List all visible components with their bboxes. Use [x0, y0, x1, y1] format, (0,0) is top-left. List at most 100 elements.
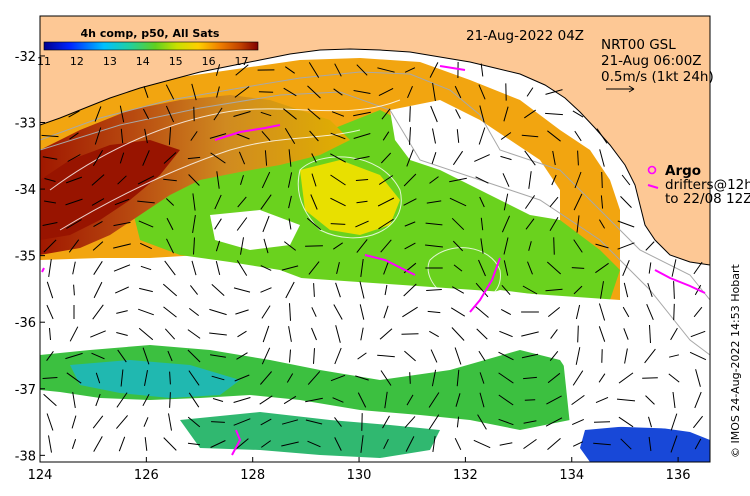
current-vector	[137, 200, 155, 204]
current-vector	[143, 417, 149, 427]
current-vector	[288, 149, 292, 167]
current-vector	[330, 174, 346, 186]
current-vector	[670, 413, 678, 431]
current-vector	[473, 439, 491, 449]
current-vector	[503, 237, 509, 255]
current-vector	[600, 195, 604, 209]
ssh-contours	[49, 99, 501, 303]
current-vector	[453, 264, 463, 272]
current-vector	[549, 350, 559, 362]
current-vector	[668, 373, 680, 383]
current-vector	[46, 413, 54, 431]
sst-blue-patch	[580, 425, 710, 462]
current-vector	[599, 149, 605, 167]
current-vector	[528, 241, 532, 251]
current-vector	[116, 310, 128, 314]
current-vector	[307, 440, 321, 448]
current-vector	[380, 239, 392, 253]
current-vector	[571, 418, 585, 426]
current-vector	[213, 107, 223, 121]
current-vector	[382, 415, 390, 429]
lon-tick-label: 136	[666, 468, 691, 483]
current-vector	[355, 375, 369, 381]
current-vector	[380, 152, 392, 164]
current-vector	[191, 260, 197, 276]
current-vector	[308, 62, 320, 78]
current-vector	[526, 87, 534, 97]
date-label: 21-Aug-2022 04Z	[466, 28, 584, 44]
current-vector	[479, 372, 485, 384]
current-vector	[401, 333, 419, 335]
current-vector	[574, 171, 582, 189]
current-vector	[166, 238, 174, 254]
current-vector	[596, 128, 608, 144]
current-vector	[573, 239, 583, 253]
current-vector	[163, 178, 177, 182]
current-vector	[144, 437, 148, 451]
colorbar-tick-label: 14	[136, 55, 150, 68]
current-vector	[187, 416, 201, 428]
current-vector	[288, 326, 292, 342]
current-vector	[498, 351, 514, 361]
current-vector	[428, 414, 440, 430]
current-vector	[215, 260, 221, 276]
current-vector	[336, 261, 340, 275]
current-vector	[72, 392, 76, 408]
current-vector	[623, 328, 629, 340]
current-vector	[521, 331, 539, 337]
current-vector	[429, 176, 439, 184]
current-vector	[476, 328, 488, 340]
current-vector	[694, 391, 702, 409]
scale-arrow	[606, 85, 635, 93]
current-vector	[209, 133, 227, 139]
current-vector	[546, 261, 562, 275]
current-vector	[138, 327, 154, 341]
current-vector	[91, 174, 105, 186]
current-vector	[404, 416, 416, 428]
current-vector	[210, 354, 226, 358]
current-vector	[283, 108, 297, 120]
current-vector	[499, 330, 513, 338]
current-vector	[431, 152, 437, 164]
current-vector	[693, 415, 703, 429]
current-vector	[261, 347, 271, 365]
current-vector	[403, 198, 417, 206]
current-vector	[187, 156, 201, 160]
lat-tick-label: -36	[15, 316, 36, 331]
current-vector	[546, 395, 562, 405]
current-vector	[169, 392, 171, 408]
current-vector	[66, 372, 82, 384]
current-vector	[120, 128, 124, 144]
current-vector	[236, 352, 248, 360]
current-vector	[431, 369, 437, 387]
current-vector	[234, 374, 250, 382]
current-vector	[503, 193, 509, 211]
current-vector	[521, 353, 539, 359]
current-vector	[479, 196, 485, 208]
lon-tick-label: 124	[28, 468, 53, 483]
current-vector	[334, 347, 342, 365]
current-vector	[91, 352, 105, 360]
current-vector	[113, 243, 131, 249]
current-vector	[332, 397, 344, 403]
current-vector	[65, 198, 83, 206]
current-vector	[450, 307, 466, 317]
current-vector	[49, 327, 51, 341]
current-vector	[377, 197, 395, 207]
current-vector	[455, 109, 461, 119]
current-vector	[65, 352, 83, 360]
current-vector	[432, 83, 436, 101]
current-vector	[595, 396, 609, 404]
current-vector	[215, 240, 221, 252]
current-vector	[234, 86, 250, 98]
current-vector	[600, 281, 604, 299]
current-vector	[188, 174, 200, 186]
current-vector	[573, 285, 583, 295]
current-vector	[649, 324, 651, 344]
current-vector	[43, 239, 57, 253]
current-vector	[139, 287, 153, 293]
lon-tick-label: 134	[559, 468, 584, 483]
lon-tick-label: 126	[134, 468, 159, 483]
current-vector	[330, 223, 346, 225]
current-vector	[164, 260, 176, 276]
